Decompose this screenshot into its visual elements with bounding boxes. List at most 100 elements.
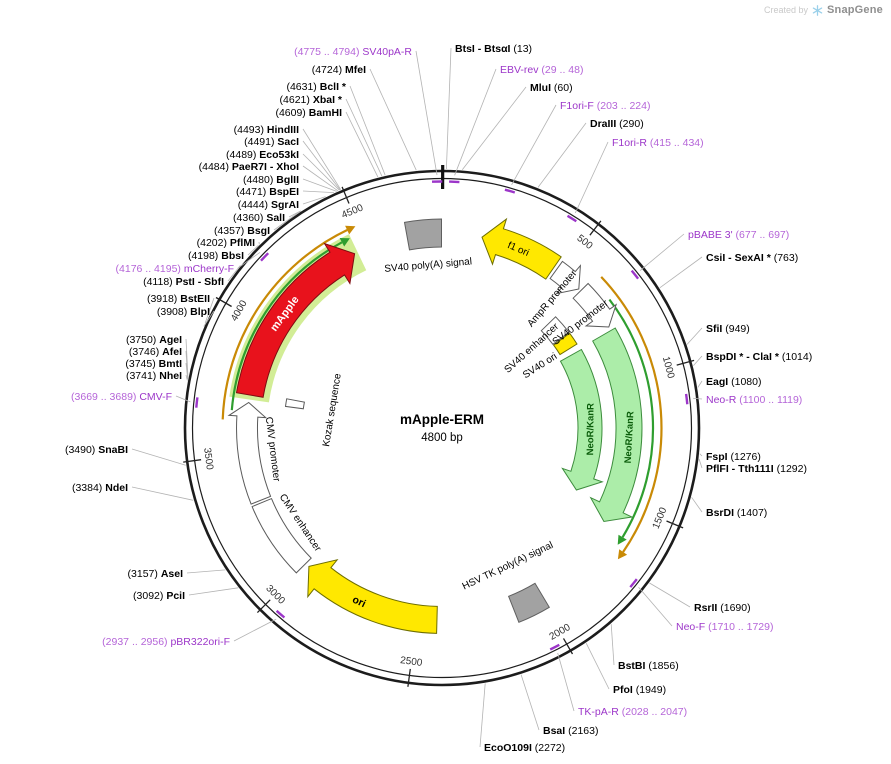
primer-site-mark[interactable] [195, 397, 199, 408]
feature-sv40_promoter[interactable] [572, 282, 618, 328]
restriction-site-label[interactable]: (4357) BsgI [214, 225, 270, 237]
restriction-site-label[interactable]: (3157) AseI [128, 568, 184, 580]
restriction-site-label[interactable]: (4484) PaeR7I - XhoI [199, 161, 299, 173]
primer-leader-line [175, 395, 191, 403]
feature-mapple[interactable] [235, 242, 356, 398]
restriction-site-label[interactable]: MluI (60) [530, 82, 573, 94]
restriction-site-label[interactable]: (4609) BamHI [275, 107, 342, 119]
feature-f1_ori[interactable] [481, 217, 562, 280]
orf-frame-arrow[interactable] [608, 298, 655, 538]
feature-sv40_enhancer[interactable] [540, 316, 570, 346]
restriction-site-label[interactable]: (4471) BspEI [236, 186, 299, 198]
site-leader-line [520, 674, 540, 731]
feature-ampr_promoter[interactable] [549, 260, 582, 295]
primer-leader-line [639, 233, 685, 271]
restriction-site-label[interactable]: EagI (1080) [706, 376, 761, 388]
feature-cmv_promoter[interactable] [227, 401, 272, 505]
primer-label[interactable]: EBV-rev (29 .. 48) [500, 64, 583, 76]
restriction-site-label[interactable]: (4202) PflMI [197, 237, 255, 249]
feature-neor_kanr_inner[interactable] [559, 348, 604, 491]
primer-site-mark[interactable] [684, 393, 689, 405]
feature-label-cmv_promoter[interactable]: CMV promoter [263, 416, 282, 483]
restriction-site-label[interactable]: (3490) SnaBI [65, 444, 128, 456]
watermark-created-by: Created by [763, 5, 808, 15]
primer-label[interactable]: F1ori-F (203 .. 224) [560, 100, 650, 112]
restriction-site-label[interactable]: SfiI (949) [706, 323, 750, 335]
primer-label[interactable]: (2937 .. 2956) pBR322ori-F [102, 636, 230, 648]
primer-site-mark[interactable] [260, 252, 270, 262]
feature-label-neor_kanr_inner[interactable]: NeoR/KanR [585, 403, 596, 455]
primer-label[interactable]: (4775 .. 4794) SV40pA-R [294, 46, 412, 58]
scale-tick [256, 599, 271, 614]
primer-site-mark[interactable] [630, 269, 640, 280]
primer-label[interactable]: Neo-F (1710 .. 1729) [676, 621, 773, 633]
restriction-site-label[interactable]: (4489) Eco53kI [226, 149, 299, 161]
restriction-site-label[interactable]: RsrII (1690) [694, 602, 751, 614]
scale-tick [666, 520, 684, 529]
restriction-site-label[interactable]: (3384) NdeI [72, 482, 128, 494]
primer-label[interactable]: pBABE 3' (677 .. 697) [688, 229, 789, 241]
scale-tick-label: 2000 [548, 622, 573, 643]
primer-site-mark[interactable] [566, 214, 577, 223]
feature-hsv_tk_polya[interactable] [507, 582, 550, 623]
feature-ori[interactable] [307, 558, 438, 634]
restriction-site-label[interactable]: (4360) SalI [233, 212, 285, 224]
restriction-site-label[interactable]: (3746) AfeI [129, 346, 182, 358]
restriction-site-label[interactable]: DraIII (290) [590, 118, 644, 130]
primer-site-mark[interactable] [449, 180, 460, 184]
scale-tick-label: 1000 [660, 355, 676, 380]
feature-label-sv40_polya[interactable]: SV40 poly(A) signal [384, 256, 472, 274]
primer-site-mark[interactable] [549, 643, 560, 651]
restriction-site-label[interactable]: (3741) NheI [126, 370, 182, 382]
orf-frame-arrow[interactable] [600, 276, 663, 553]
primer-label[interactable]: (3669 .. 3689) CMV-F [71, 391, 172, 403]
feature-kozak[interactable] [284, 398, 305, 410]
restriction-site-label[interactable]: (3918) BstEII [147, 293, 210, 305]
restriction-site-label[interactable]: BsrDI (1407) [706, 507, 767, 519]
restriction-site-label[interactable]: EcoO109I (2272) [484, 742, 565, 754]
restriction-site-label[interactable]: (4118) PstI - SbfI [143, 276, 224, 288]
restriction-site-label[interactable]: (4621) XbaI * [280, 94, 343, 106]
restriction-site-label[interactable]: BsaI (2163) [543, 725, 598, 737]
restriction-site-label[interactable]: (3750) AgeI [126, 334, 182, 346]
restriction-site-label[interactable]: (3092) PciI [133, 590, 185, 602]
restriction-site-label[interactable]: BstBI (1856) [618, 660, 679, 672]
feature-sv40_polya[interactable] [403, 218, 442, 251]
feature-cmv_enhancer[interactable] [251, 497, 312, 574]
primer-label[interactable]: F1ori-R (415 .. 434) [612, 137, 704, 149]
site-leader-line [698, 458, 703, 469]
orf-frame-arrow[interactable] [221, 229, 348, 420]
restriction-site-label[interactable]: (4724) MfeI [312, 64, 366, 76]
feature-neor_kanr_outer[interactable] [589, 327, 643, 523]
restriction-site-label[interactable]: PflFI - Tth111I (1292) [706, 463, 807, 475]
primer-site-mark[interactable] [275, 609, 286, 619]
site-leader-line [302, 128, 342, 190]
primer-site-mark[interactable] [629, 578, 638, 588]
restriction-site-label[interactable]: BtsI - BtsαI (13) [455, 43, 532, 55]
restriction-site-label[interactable]: PfoI (1949) [613, 684, 666, 696]
feature-label-neor_kanr_outer[interactable]: NeoR/KanR [623, 411, 637, 464]
primer-label[interactable]: Neo-R (1100 .. 1119) [706, 394, 802, 406]
primer-label[interactable]: (4176 .. 4195) mCherry-F [116, 263, 234, 275]
feature-label-hsv_tk_polya[interactable]: HSV TK poly(A) signal [461, 540, 555, 593]
restriction-site-label[interactable]: (3745) BmtI [125, 358, 182, 370]
restriction-site-label[interactable]: (4480) BglII [243, 174, 299, 186]
primer-site-mark[interactable] [504, 188, 516, 194]
restriction-site-label[interactable]: (3908) BlpI [157, 306, 210, 318]
restriction-site-label[interactable]: CsiI - SexAI * (763) [706, 252, 798, 264]
restriction-site-label[interactable]: (4631) BclI * [286, 81, 346, 93]
site-leader-line [185, 374, 188, 381]
orf-frame-arrow[interactable] [230, 241, 343, 411]
feature-label-kozak[interactable]: Kozak sequence [321, 372, 344, 447]
feature-label-ori[interactable]: ori [350, 594, 367, 611]
restriction-site-label[interactable]: FspI (1276) [706, 451, 761, 463]
restriction-site-label[interactable]: BspDI * - ClaI * (1014) [706, 351, 812, 363]
feature-sv40_ori[interactable] [552, 332, 578, 356]
restriction-site-label[interactable]: (4198) BbsI [188, 250, 244, 262]
restriction-site-label[interactable]: (4493) HindIII [234, 124, 299, 136]
restriction-site-label[interactable]: (4491) SacI [244, 136, 299, 148]
orf-frame-arrowhead [339, 238, 350, 247]
site-leader-line [302, 165, 339, 192]
restriction-site-label[interactable]: (4444) SgrAI [238, 199, 299, 211]
primer-label[interactable]: TK-pA-R (2028 .. 2047) [578, 706, 687, 718]
